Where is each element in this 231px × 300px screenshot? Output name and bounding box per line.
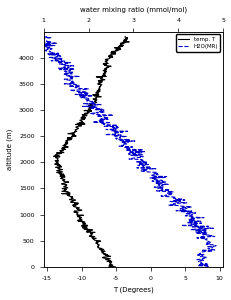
H2O(MR) — [139, 154, 142, 158]
H2O(MR) — [206, 265, 209, 269]
X-axis label: water mixing ratio (mmol/mol): water mixing ratio (mmol/mol) — [79, 7, 186, 14]
H2O(MR) — [39, 40, 41, 44]
H2O(MR) — [135, 156, 138, 159]
temp. T — [54, 156, 57, 159]
X-axis label: T (Degrees): T (Degrees) — [112, 286, 153, 293]
Y-axis label: altitude (m): altitude (m) — [7, 129, 13, 170]
temp. T — [73, 128, 76, 132]
H2O(MR) — [46, 35, 48, 39]
Line: H2O(MR): H2O(MR) — [34, 37, 215, 267]
Legend: temp. T, H2O(MR): temp. T, H2O(MR) — [175, 34, 219, 52]
H2O(MR) — [119, 141, 122, 144]
Line: temp. T: temp. T — [53, 37, 129, 267]
temp. T — [66, 141, 69, 144]
temp. T — [123, 35, 126, 39]
H2O(MR) — [114, 128, 117, 132]
H2O(MR) — [69, 76, 71, 80]
temp. T — [52, 154, 55, 158]
temp. T — [121, 40, 124, 44]
temp. T — [114, 265, 116, 269]
temp. T — [99, 76, 102, 80]
